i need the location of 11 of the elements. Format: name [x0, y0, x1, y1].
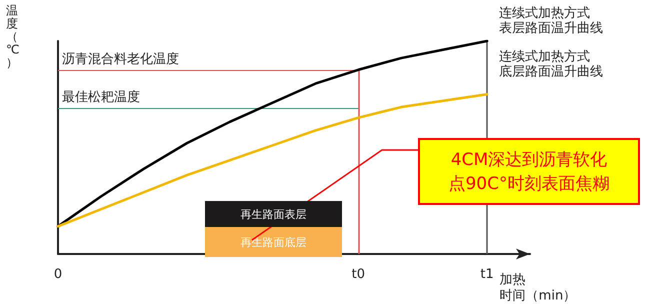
ref-line-label: 沥青混合料老化温度	[62, 50, 179, 67]
x-tick-label: 0	[54, 267, 62, 282]
x-tick-label: t0	[352, 267, 366, 282]
callout-box: 4CM深达到沥青软化点90C°时刻表面焦糊	[418, 138, 640, 205]
ref-line-label: 最佳松耙温度	[62, 89, 140, 106]
x-tick-label: t1	[480, 267, 494, 282]
annotation: 再生路面表层	[205, 201, 342, 227]
series-label: 连续式加热方式底层路面温升曲线	[499, 48, 604, 80]
x-axis-title: 加热时间（min）	[500, 272, 576, 304]
y-axis-title: 温度（℃）	[6, 4, 20, 70]
series-label: 连续式加热方式表层路面温升曲线	[499, 5, 604, 36]
